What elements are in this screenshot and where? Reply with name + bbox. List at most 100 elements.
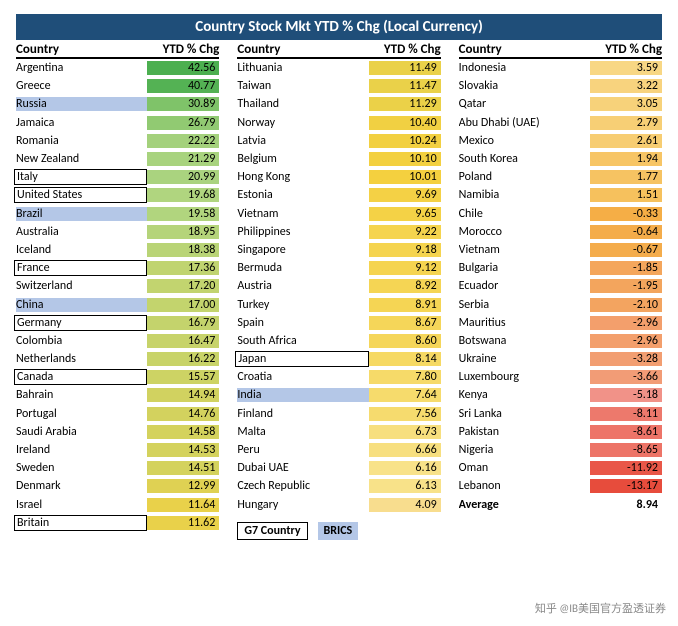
- country-cell: Ecuador: [459, 279, 590, 293]
- ytd-cell: 8.60: [369, 334, 441, 348]
- country-cell: Singapore: [237, 243, 368, 257]
- table-row: Thailand11.29: [237, 95, 440, 113]
- country-cell: Slovakia: [459, 79, 590, 93]
- country-cell: Lebanon: [459, 479, 590, 493]
- average-label: Average: [459, 498, 590, 512]
- country-cell: Malta: [237, 425, 368, 439]
- table-row: Malta6.73: [237, 423, 440, 441]
- country-cell: Germany: [14, 315, 147, 331]
- ytd-cell: 8.92: [369, 279, 441, 293]
- table-row: Estonia9.69: [237, 186, 440, 204]
- header-country: Country: [16, 42, 151, 57]
- ytd-cell: 3.59: [590, 61, 662, 75]
- header-country: Country: [237, 42, 372, 57]
- table-row: Argentina42.56: [16, 59, 219, 77]
- table-row: Ecuador-1.95: [459, 277, 662, 295]
- country-cell: Japan: [235, 351, 368, 367]
- average-row: Average8.94: [459, 496, 662, 514]
- table-row: Jamaica26.79: [16, 114, 219, 132]
- country-cell: Belgium: [237, 152, 368, 166]
- table-row: Portugal14.76: [16, 405, 219, 423]
- country-cell: Serbia: [459, 298, 590, 312]
- ytd-cell: 20.99: [147, 170, 219, 184]
- ytd-cell: 6.66: [369, 443, 441, 457]
- table-row: Morocco-0.64: [459, 223, 662, 241]
- header-country: Country: [459, 42, 594, 57]
- page-title: Country Stock Mkt YTD % Chg (Local Curre…: [16, 14, 662, 40]
- ytd-cell: 6.13: [369, 479, 441, 493]
- country-cell: Latvia: [237, 134, 368, 148]
- country-cell: Mexico: [459, 134, 590, 148]
- table-row: Slovakia3.22: [459, 77, 662, 95]
- table-row: Sri Lanka-8.11: [459, 405, 662, 423]
- table-row: Greece40.77: [16, 77, 219, 95]
- country-cell: Dubai UAE: [237, 461, 368, 475]
- ytd-cell: 18.38: [147, 243, 219, 257]
- ytd-cell: 16.22: [147, 352, 219, 366]
- ytd-cell: 2.61: [590, 134, 662, 148]
- country-cell: Turkey: [237, 298, 368, 312]
- table-row: Ireland14.53: [16, 441, 219, 459]
- ytd-cell: 3.22: [590, 79, 662, 93]
- ytd-cell: -3.28: [590, 352, 662, 366]
- table-row: Botswana-2.96: [459, 332, 662, 350]
- table-row: Denmark12.99: [16, 477, 219, 495]
- table-row: Singapore9.18: [237, 241, 440, 259]
- table-row: Mexico2.61: [459, 132, 662, 150]
- ytd-cell: 10.01: [369, 170, 441, 184]
- header-ytd: YTD % Chg: [373, 42, 441, 57]
- table-row: South Africa8.60: [237, 332, 440, 350]
- country-cell: Mauritius: [459, 316, 590, 330]
- ytd-cell: 6.73: [369, 425, 441, 439]
- ytd-cell: 14.76: [147, 407, 219, 421]
- ytd-cell: 21.29: [147, 152, 219, 166]
- ytd-cell: 9.22: [369, 225, 441, 239]
- country-cell: Croatia: [237, 370, 368, 384]
- country-cell: Greece: [16, 79, 147, 93]
- ytd-cell: 9.12: [369, 261, 441, 275]
- country-cell: Ukraine: [459, 352, 590, 366]
- table-row: Austria8.92: [237, 277, 440, 295]
- watermark: 知乎 @IB美国官方盈透证券: [535, 600, 666, 616]
- table-row: Sweden14.51: [16, 459, 219, 477]
- country-cell: Netherlands: [16, 352, 147, 366]
- country-cell: Brazil: [16, 207, 147, 221]
- table-row: Netherlands16.22: [16, 350, 219, 368]
- table-row: Colombia16.47: [16, 332, 219, 350]
- ytd-cell: -8.61: [590, 425, 662, 439]
- ytd-cell: 14.94: [147, 388, 219, 402]
- table-row: Italy20.99: [16, 168, 219, 186]
- ytd-cell: 11.49: [369, 61, 441, 75]
- country-cell: Australia: [16, 225, 147, 239]
- country-cell: France: [14, 260, 147, 276]
- legend: G7 CountryBRICS: [237, 522, 440, 540]
- country-cell: Romania: [16, 134, 147, 148]
- ytd-cell: 8.67: [369, 316, 441, 330]
- ytd-cell: 11.62: [147, 516, 219, 530]
- country-cell: Namibia: [459, 188, 590, 202]
- country-cell: South Korea: [459, 152, 590, 166]
- ytd-cell: 2.79: [590, 116, 662, 130]
- table-row: Vietnam9.65: [237, 205, 440, 223]
- ytd-cell: 42.56: [147, 61, 219, 75]
- table-row: Australia18.95: [16, 223, 219, 241]
- table-row: Lithuania11.49: [237, 59, 440, 77]
- column-header: CountryYTD % Chg: [459, 42, 662, 59]
- table-row: Taiwan11.47: [237, 77, 440, 95]
- ytd-cell: 9.69: [369, 188, 441, 202]
- ytd-cell: -13.17: [590, 479, 662, 493]
- country-cell: Saudi Arabia: [16, 425, 147, 439]
- table-row: Bulgaria-1.85: [459, 259, 662, 277]
- table-row: Croatia7.80: [237, 368, 440, 386]
- table-row: Czech Republic6.13: [237, 477, 440, 495]
- country-cell: Vietnam: [459, 243, 590, 257]
- country-cell: Botswana: [459, 334, 590, 348]
- ytd-cell: 16.47: [147, 334, 219, 348]
- ytd-cell: 7.80: [369, 370, 441, 384]
- ytd-cell: 1.51: [590, 188, 662, 202]
- column: CountryYTD % Chg Lithuania11.49Taiwan11.4…: [237, 42, 440, 540]
- ytd-cell: 8.91: [369, 298, 441, 312]
- country-cell: Poland: [459, 170, 590, 184]
- column: CountryYTD % ChgIndonesia3.59Slovakia3.2…: [459, 42, 662, 540]
- ytd-cell: 26.79: [147, 116, 219, 130]
